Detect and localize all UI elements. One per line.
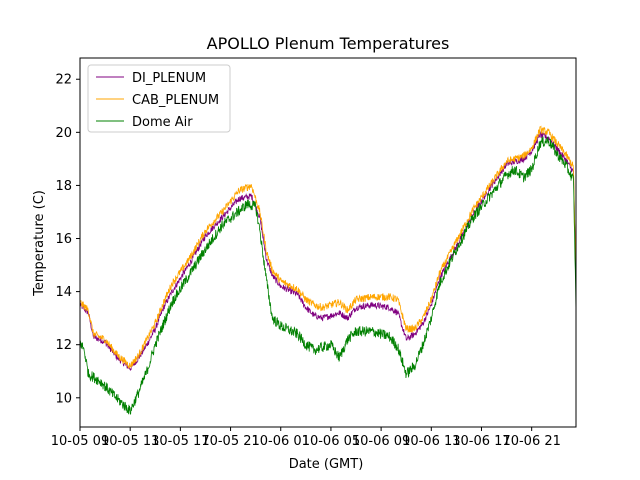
x-tick-label: 10-06 17 bbox=[452, 434, 510, 449]
y-tick-label: 22 bbox=[55, 73, 72, 88]
y-tick-label: 20 bbox=[55, 126, 72, 141]
x-tick-label: 10-05 17 bbox=[151, 434, 209, 449]
plot-frame bbox=[79, 57, 577, 428]
x-tick-label: 10-05 13 bbox=[101, 434, 159, 449]
x-tick-label: 10-06 09 bbox=[352, 434, 410, 449]
legend-label: Dome Air bbox=[132, 115, 193, 130]
x-tick-label: 10-06 05 bbox=[302, 434, 360, 449]
chart-title: APOLLO Plenum Temperatures bbox=[207, 34, 450, 53]
x-tick-label: 10-06 21 bbox=[502, 434, 560, 449]
x-tick-label: 10-06 13 bbox=[402, 434, 460, 449]
y-tick-label: 16 bbox=[55, 232, 72, 247]
series-line-dome-air bbox=[80, 136, 576, 415]
legend-box bbox=[87, 64, 231, 133]
y-tick-label: 18 bbox=[55, 179, 72, 194]
y-tick-label: 12 bbox=[55, 338, 72, 353]
x-tick-label: 10-05 21 bbox=[201, 434, 259, 449]
y-axis-label: Temperature (C) bbox=[32, 190, 47, 297]
series-layer bbox=[80, 125, 576, 415]
y-tick-label: 10 bbox=[55, 391, 72, 406]
series-line-cab-plenum bbox=[80, 125, 576, 369]
y-tick-label: 14 bbox=[55, 285, 72, 300]
x-axis-label: Date (GMT) bbox=[289, 457, 364, 472]
legend-label: CAB_PLENUM bbox=[132, 93, 219, 108]
legend-label: DI_PLENUM bbox=[132, 71, 206, 86]
x-tick-label: 10-05 09 bbox=[51, 434, 109, 449]
x-tick-label: 10-06 01 bbox=[252, 434, 310, 449]
legend: DI_PLENUM CAB_PLENUM Dome Air bbox=[87, 64, 231, 133]
